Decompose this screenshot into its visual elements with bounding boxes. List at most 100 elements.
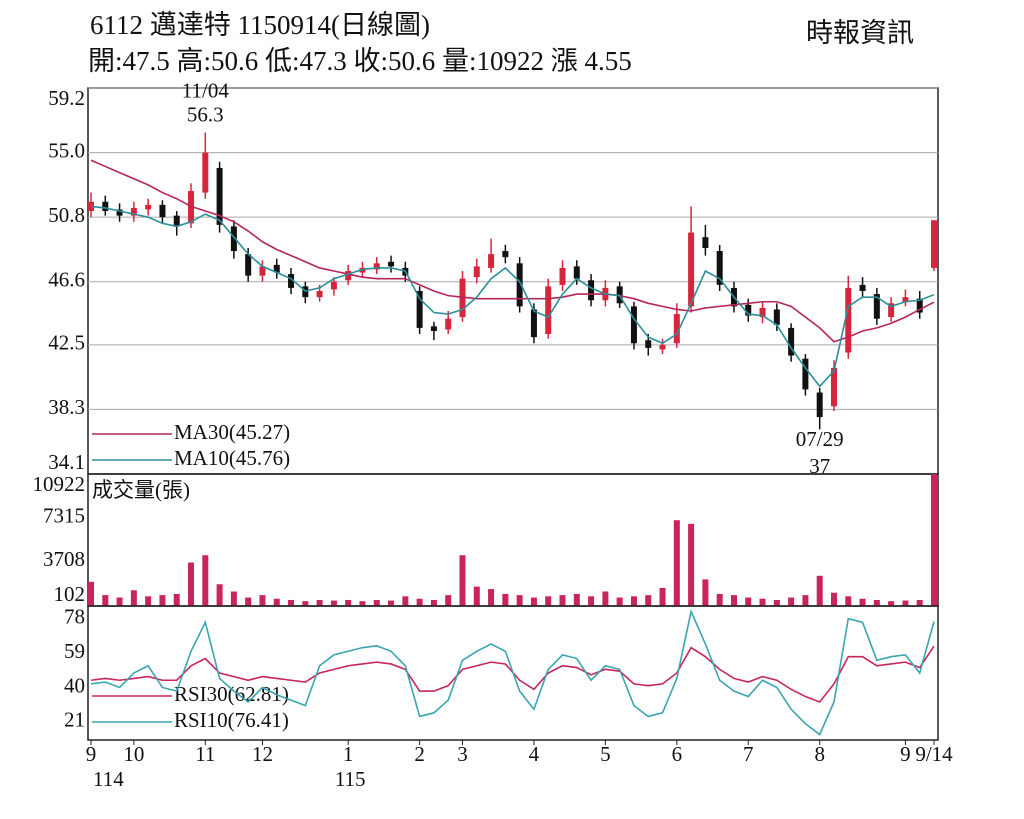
candle-body [445, 318, 452, 330]
candle-body [659, 344, 666, 350]
volume-bar [316, 599, 323, 606]
volume-bar [759, 598, 766, 606]
y-tick-label: 59 [64, 639, 85, 663]
candle-body [202, 152, 209, 193]
candle-body [530, 309, 537, 338]
volume-bar [416, 598, 423, 606]
candle-body [130, 207, 137, 216]
volume-bar [116, 597, 123, 606]
candle-body [559, 267, 566, 285]
y-tick-label: 55.0 [48, 138, 85, 162]
x-year-label: 114 [93, 767, 124, 791]
annotation-date: 11/04 [182, 78, 230, 102]
volume-bar [288, 599, 295, 606]
volume-bar [402, 596, 409, 606]
volume-bar [802, 595, 809, 606]
volume-bar [430, 599, 437, 606]
y-tick-label: 7315 [43, 503, 85, 527]
candle-body [573, 266, 580, 279]
x-year-label: 115 [335, 767, 366, 791]
candle-body [416, 290, 423, 328]
candle-body [316, 290, 323, 298]
volume-bar [259, 595, 266, 606]
volume-bar [730, 595, 737, 606]
volume-bar [488, 589, 495, 606]
volume-bar [630, 596, 637, 606]
candle-body [888, 303, 895, 318]
volume-bar [716, 593, 723, 606]
panel-frame [87, 87, 939, 475]
volume-bar [830, 592, 837, 606]
y-tick-label: 59.2 [48, 86, 85, 110]
candle-body [916, 298, 923, 313]
candle-body [345, 271, 352, 281]
annotation-date: 07/29 [796, 427, 844, 451]
volume-bar [530, 597, 537, 606]
volume-bar [559, 595, 566, 606]
y-tick-label: 34.1 [48, 450, 85, 474]
volume-bar [659, 587, 666, 606]
volume-bar [88, 581, 94, 606]
y-tick-label: 40 [64, 673, 85, 697]
y-tick-label: 78 [64, 604, 85, 628]
candle-body [102, 201, 109, 212]
candle-body [802, 358, 809, 390]
candle-body [745, 304, 752, 316]
volume-bar [473, 586, 480, 606]
candle-body [788, 327, 795, 356]
volume-bar [459, 555, 466, 606]
candle-body [145, 204, 152, 210]
candle-body [245, 254, 252, 276]
volume-bar [902, 600, 909, 606]
y-tick-label: 10922 [33, 472, 86, 496]
volume-bar [788, 597, 795, 606]
volume-bar [602, 591, 609, 606]
y-tick-label: 42.5 [48, 331, 85, 355]
volume-bar [616, 597, 623, 606]
title: 6112 邁達特 1150914(日線圖) [90, 10, 430, 40]
volume-bar [688, 523, 695, 606]
candle-body [873, 294, 880, 319]
candle-body [159, 204, 166, 218]
candle-body [373, 263, 380, 270]
x-tick-label: 3 [457, 742, 468, 766]
volume-bar [859, 598, 866, 606]
candle-body [173, 215, 180, 227]
volume-bar [273, 598, 280, 606]
x-tick-label: 9 [86, 742, 97, 766]
volume-bar [359, 601, 366, 606]
volume-bar [159, 595, 166, 606]
candle-body [388, 261, 395, 267]
volume-bar [216, 584, 223, 606]
volume-bar [773, 599, 780, 606]
candle-body [330, 281, 337, 290]
source: 時報資訊 [806, 18, 914, 48]
x-tick-label: 9 [900, 742, 911, 766]
candle-body [630, 306, 637, 344]
legend-label: 成交量(張) [92, 478, 190, 502]
y-tick-label: 3708 [43, 547, 85, 571]
candle-body [588, 280, 595, 301]
candle-body [645, 340, 652, 348]
x-tick-label: 11 [195, 742, 215, 766]
volume-bar [545, 596, 552, 606]
candle-body [816, 392, 823, 418]
candle-body [773, 309, 780, 325]
x-tick-label: 6 [672, 742, 683, 766]
candle-body [902, 297, 909, 302]
candle-body [673, 314, 680, 344]
volume-bar [373, 599, 380, 606]
y-tick-label: 38.3 [48, 395, 85, 419]
volume-bar [816, 575, 823, 606]
candle-body [702, 237, 709, 248]
x-tick-label: 12 [252, 742, 273, 766]
legend-label: MA30(45.27) [174, 420, 290, 444]
legend-label: MA10(45.76) [174, 446, 290, 470]
candle-body [116, 209, 123, 216]
x-tick-label: 5 [600, 742, 611, 766]
y-tick-label: 21 [64, 708, 85, 732]
x-tick-label: 7 [743, 742, 754, 766]
volume-bar [188, 562, 195, 606]
y-tick-label: 46.6 [48, 268, 85, 292]
